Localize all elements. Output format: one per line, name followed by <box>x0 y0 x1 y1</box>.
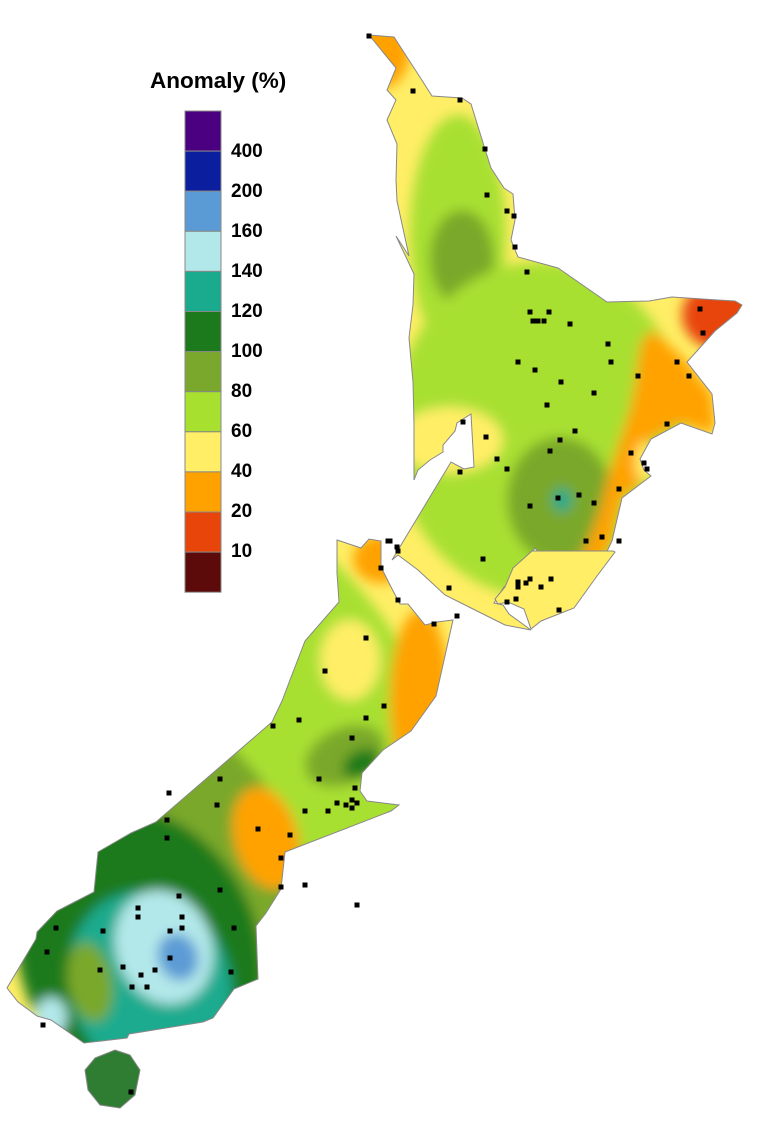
svg-text:160: 160 <box>231 221 263 242</box>
svg-text:140: 140 <box>231 261 263 282</box>
svg-text:10: 10 <box>231 541 252 562</box>
svg-text:100: 100 <box>231 341 263 362</box>
svg-text:40: 40 <box>231 461 252 482</box>
svg-text:60: 60 <box>231 421 252 442</box>
svg-text:400: 400 <box>231 141 263 162</box>
svg-text:Anomaly (%): Anomaly (%) <box>150 68 286 93</box>
svg-text:80: 80 <box>231 381 252 402</box>
svg-text:20: 20 <box>231 501 252 522</box>
svg-text:120: 120 <box>231 301 263 322</box>
svg-text:200: 200 <box>231 181 263 202</box>
